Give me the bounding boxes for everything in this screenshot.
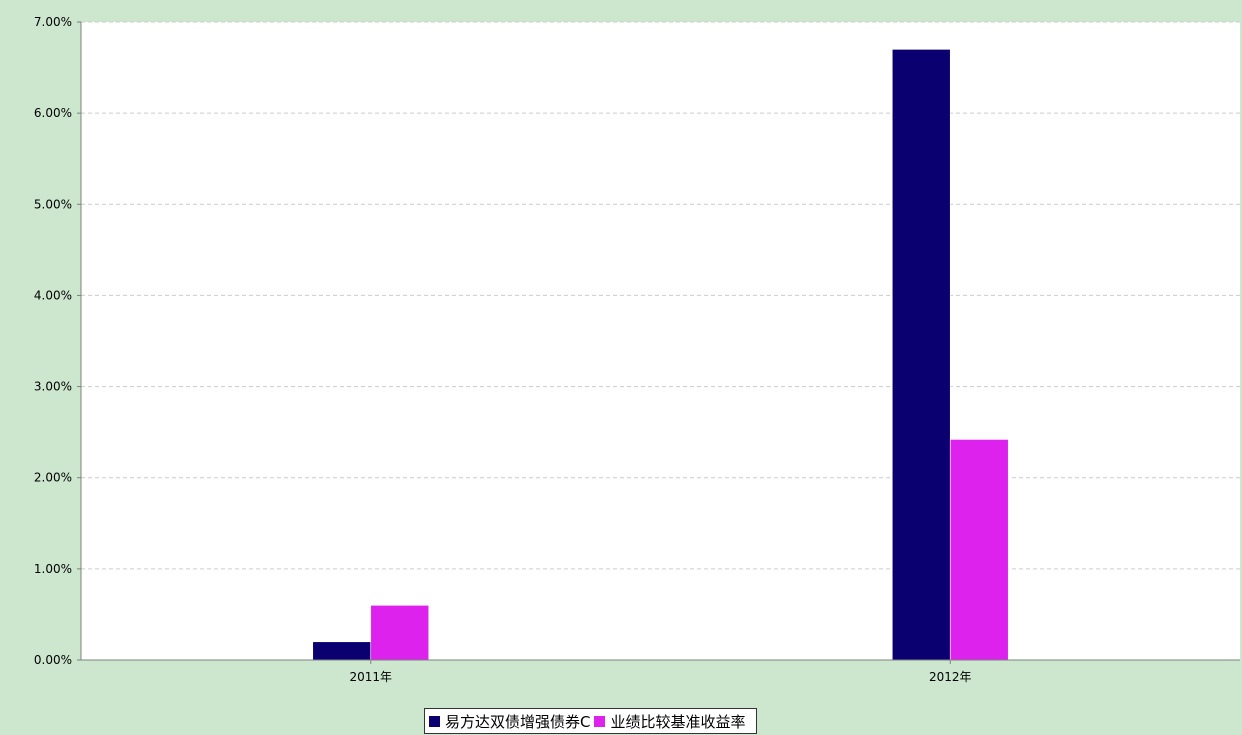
bar-series-1-2011年: [312, 641, 372, 661]
bars: [312, 49, 1009, 661]
legend-swatch-series-1: [429, 715, 440, 727]
legend: 易方达双债增强债券C 业绩比较基准收益率: [424, 708, 757, 734]
y-tick-label: 2.00%: [34, 471, 72, 485]
y-axis-ticks: 0.00% 1.00% 2.00% 3.00% 4.00% 5.00% 6.00% 7.00%: [34, 15, 81, 667]
x-tick-label: 2012年: [929, 670, 972, 684]
legend-item-series-2: 业绩比较基准收益率: [594, 711, 746, 732]
bar-series-2-2012年: [949, 439, 1009, 661]
x-axis-ticks: 2011年 2012年: [349, 660, 972, 684]
y-tick-label: 5.00%: [34, 197, 72, 211]
y-tick-label: 4.00%: [34, 288, 72, 302]
legend-swatch-series-2: [594, 715, 606, 727]
y-tick-label: 3.00%: [34, 380, 72, 394]
legend-label-series-2: 业绩比较基准收益率: [610, 712, 746, 731]
y-tick-label: 6.00%: [34, 106, 72, 120]
legend-label-series-1: 易方达双债增强债券C: [445, 712, 591, 731]
bar-series-2-2011年: [370, 605, 430, 661]
y-tick-label: 0.00%: [34, 653, 72, 667]
plot-area: [81, 22, 1240, 660]
x-tick-label: 2011年: [349, 670, 392, 684]
legend-item-series-1: 易方达双债增强债券C: [429, 711, 590, 732]
y-tick-label: 1.00%: [34, 562, 72, 576]
bar-series-1-2012年: [891, 49, 951, 661]
y-tick-label: 7.00%: [34, 15, 72, 29]
